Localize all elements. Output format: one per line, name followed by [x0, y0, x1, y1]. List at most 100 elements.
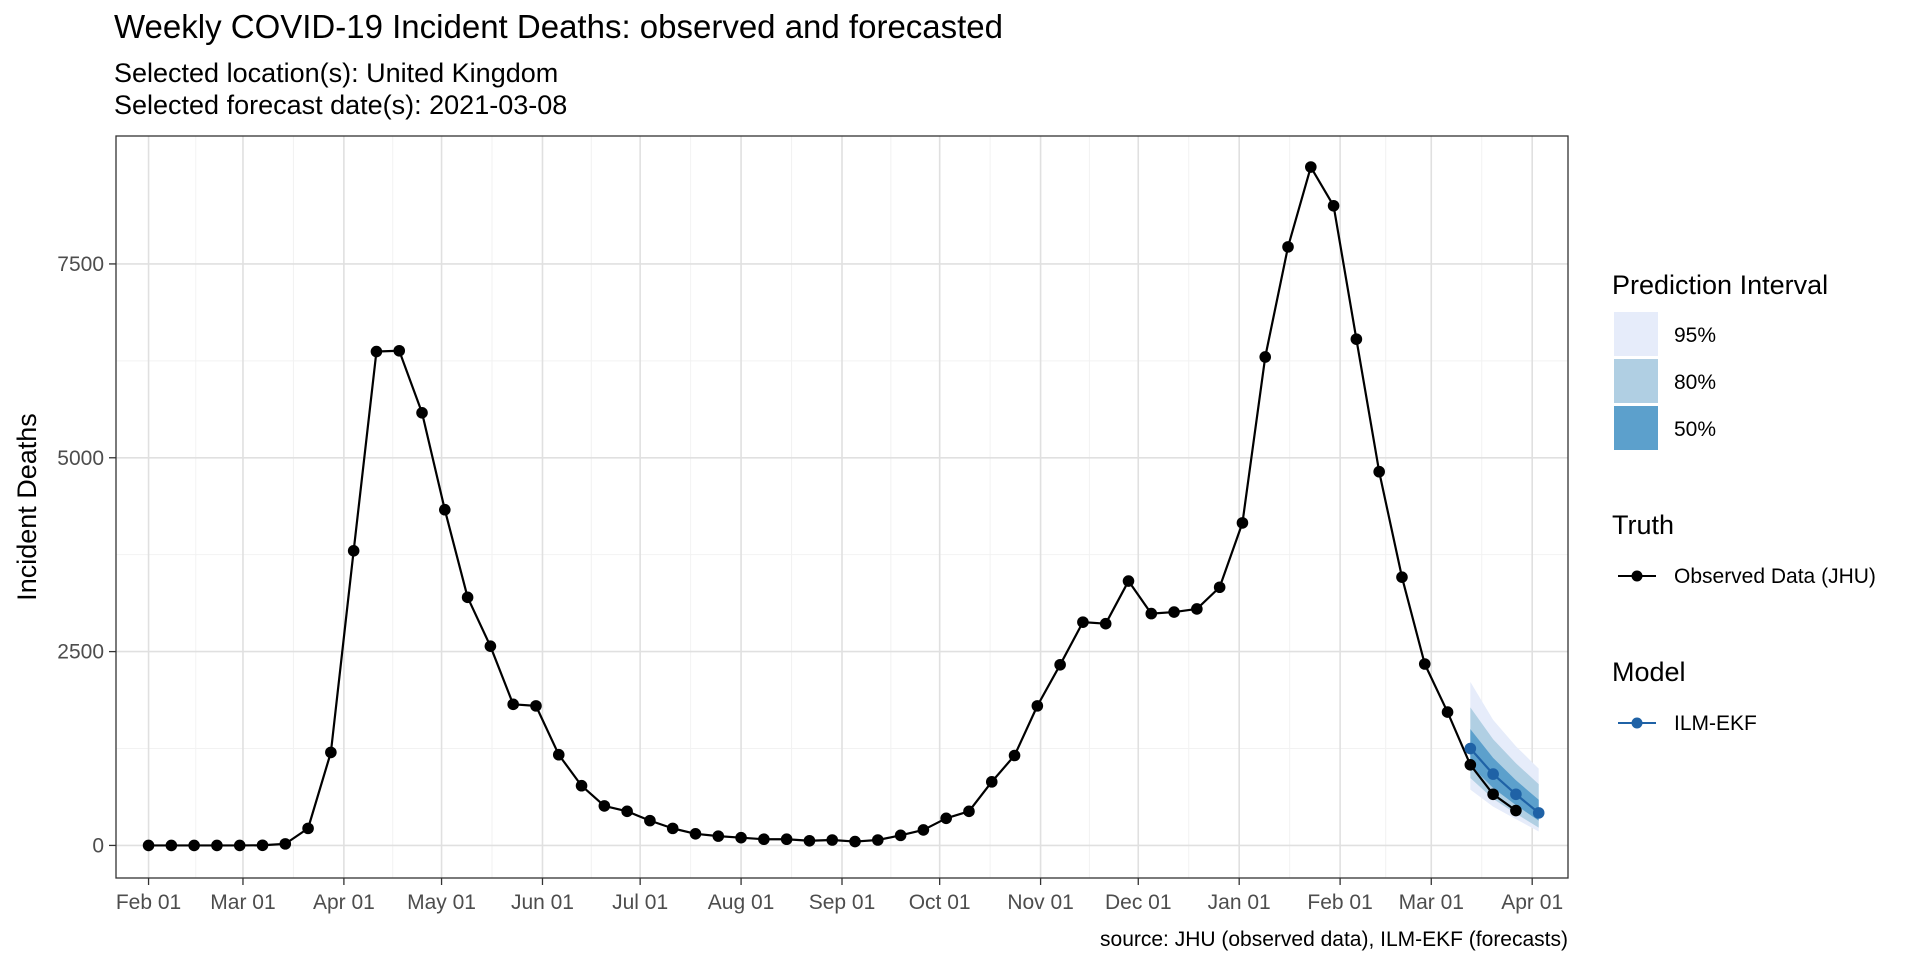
legend-title-model: Model	[1612, 657, 1686, 687]
x-tick-label: May 01	[407, 891, 476, 914]
observed-point	[826, 834, 839, 846]
observed-point	[1441, 706, 1454, 718]
observed-point	[325, 746, 337, 759]
x-tick-label: Sep 01	[809, 891, 876, 914]
observed-point	[1282, 241, 1294, 253]
chart-caption: source: JHU (observed data), ILM-EKF (fo…	[1100, 928, 1568, 951]
observed-point	[644, 814, 656, 827]
legend-swatch-50	[1614, 406, 1658, 450]
y-axis-title: Incident Deaths	[12, 413, 42, 601]
prediction-bands	[1470, 681, 1539, 832]
legend-label-50: 50%	[1674, 418, 1716, 441]
observed-point	[666, 822, 679, 835]
x-tick-label: Jan 01	[1208, 891, 1271, 914]
y-tick-label: 0	[92, 834, 104, 857]
legend-truth-point	[1631, 570, 1643, 582]
observed-point	[803, 834, 816, 847]
observed-point	[439, 503, 451, 516]
observed-point	[1327, 199, 1340, 212]
x-tick-label: Jun 01	[511, 891, 574, 914]
x-tick-label: Dec 01	[1105, 891, 1172, 914]
observed-point	[712, 830, 725, 842]
observed-point	[165, 839, 178, 852]
observed-point	[1373, 465, 1385, 478]
series	[142, 161, 1545, 852]
observed-point	[1259, 351, 1272, 363]
chart-subtitle-location: Selected location(s): United Kingdom	[114, 58, 558, 88]
observed-point	[621, 805, 633, 818]
observed-point	[484, 640, 497, 652]
observed-point	[1008, 749, 1021, 762]
observed-point	[1510, 804, 1522, 817]
observed-point	[575, 779, 588, 792]
legend-title-truth: Truth	[1612, 510, 1674, 540]
observed-point	[1305, 161, 1317, 173]
observed-point	[940, 812, 952, 825]
observed-point	[393, 344, 406, 357]
observed-point	[1145, 607, 1158, 620]
observed-point	[963, 805, 975, 818]
x-tick-label: Aug 01	[708, 891, 775, 914]
observed-point	[1396, 571, 1408, 583]
observed-point	[1099, 617, 1112, 630]
observed-point	[256, 839, 269, 852]
observed-point	[917, 824, 930, 836]
observed-point	[735, 831, 747, 844]
observed-point	[461, 591, 474, 604]
observed-point	[1487, 788, 1499, 801]
x-tick-label: Apr 01	[1501, 891, 1563, 914]
observed-point	[188, 839, 200, 852]
chart-title: Weekly COVID-19 Incident Deaths: observe…	[114, 8, 1003, 45]
observed-point	[758, 833, 770, 846]
observed-point	[689, 828, 702, 840]
observed-point	[211, 839, 223, 852]
observed-point	[780, 833, 793, 846]
observed-point	[1418, 658, 1431, 670]
forecast-point	[1510, 788, 1522, 801]
y-tick-label: 2500	[57, 641, 104, 664]
legend-title-prediction-interval: Prediction Interval	[1612, 270, 1828, 300]
observed-point	[552, 748, 565, 761]
axes: Feb 01 Mar 01 Apr 01 May 01 Jun 01 Jul 01 Aug …	[57, 253, 1563, 914]
y-tick-label: 7500	[57, 253, 104, 276]
observed-point	[1464, 759, 1477, 771]
legend: Prediction Interval 95% 80% 50% Truth Ob…	[1612, 270, 1876, 735]
forecast-line	[1469, 747, 1540, 814]
x-tick-label: Feb 01	[1307, 891, 1372, 914]
legend-label-80: 80%	[1674, 371, 1716, 394]
observed-point	[370, 345, 383, 358]
observed-point	[347, 545, 360, 557]
legend-swatch-95	[1614, 312, 1658, 356]
legend-model-point	[1631, 717, 1643, 729]
observed-point	[142, 839, 155, 852]
y-tick-label: 5000	[57, 447, 104, 470]
observed-point	[302, 822, 314, 835]
x-tick-label: Feb 01	[116, 891, 181, 914]
legend-label-model: ILM-EKF	[1674, 712, 1757, 735]
observed-point	[1122, 575, 1135, 587]
x-tick-label: Mar 01	[1399, 891, 1464, 914]
x-tick-label: Apr 01	[313, 891, 375, 914]
x-tick-label: Mar 01	[210, 891, 275, 914]
observed-point	[598, 800, 611, 812]
observed-point	[279, 838, 292, 850]
chart-subtitle-date: Selected forecast date(s): 2021-03-08	[114, 90, 567, 120]
observed-point	[530, 700, 542, 712]
legend-swatch-80	[1614, 359, 1658, 403]
observed-point	[894, 829, 907, 842]
observed-point	[507, 698, 519, 711]
observed-point	[1350, 333, 1363, 345]
observed-point	[1191, 603, 1203, 615]
grid	[116, 136, 1568, 878]
forecast-point	[1464, 742, 1477, 755]
x-tick-label: Nov 01	[1007, 891, 1074, 914]
observed-point	[416, 406, 428, 419]
legend-label-95: 95%	[1674, 324, 1716, 347]
observed-point	[1031, 700, 1044, 712]
observed-point	[1077, 616, 1089, 628]
observed-point	[1213, 581, 1226, 594]
observed-point	[1168, 606, 1180, 618]
observed-point	[1236, 517, 1249, 529]
observed-point	[1054, 658, 1066, 671]
